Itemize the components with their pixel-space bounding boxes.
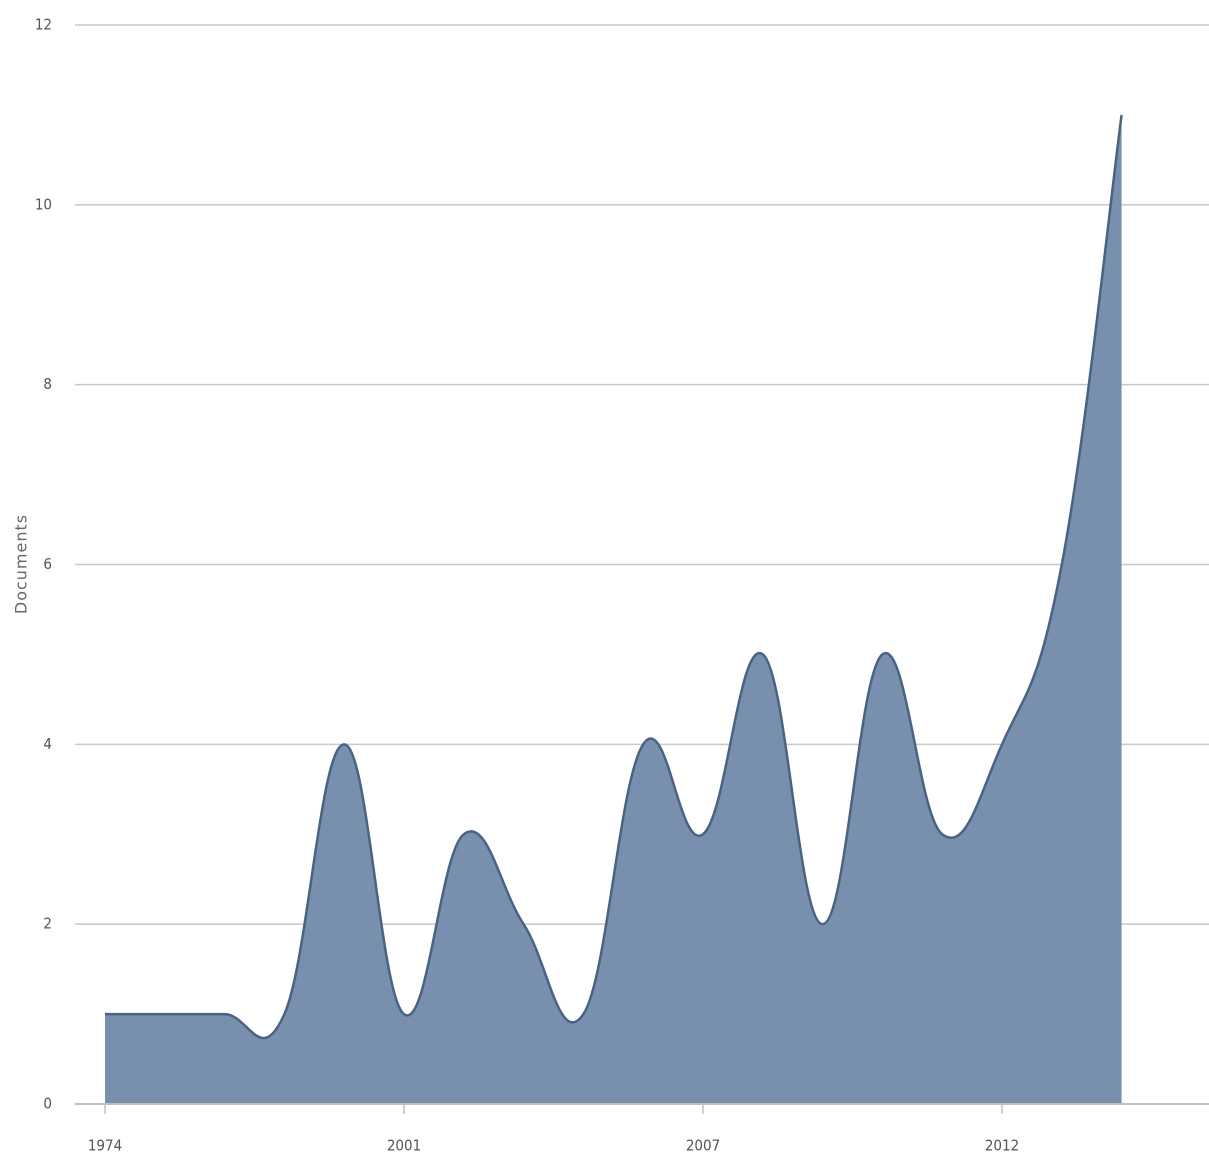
y-tick-label: 4 — [43, 735, 52, 753]
y-tick-label: 10 — [35, 195, 52, 213]
line — [105, 114, 1123, 1040]
x-tick-label: 1974 — [88, 1137, 122, 1155]
y-tick-label: 2 — [43, 915, 52, 933]
y-tick-label: 6 — [43, 555, 52, 573]
y-axis-label: Documents — [12, 514, 31, 614]
x-tick-label: 2007 — [686, 1137, 720, 1155]
y-tick-label: 12 — [35, 16, 52, 34]
area — [105, 114, 1122, 1104]
y-tick-label: 0 — [43, 1095, 52, 1113]
x-tick-label: 2001 — [387, 1137, 421, 1155]
y-tick-label: 8 — [43, 375, 52, 393]
x-tick-label: 2012 — [985, 1137, 1019, 1155]
